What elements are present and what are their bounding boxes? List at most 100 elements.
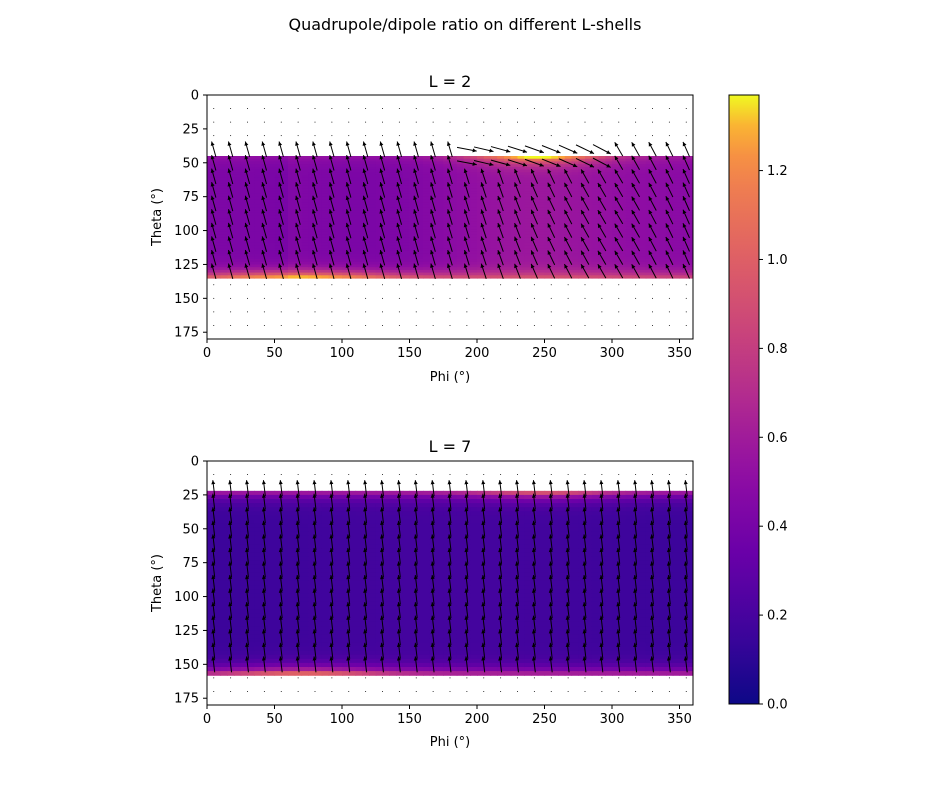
quiver-arrow (244, 168, 251, 185)
quiver-arrow (362, 222, 369, 239)
quiver-arrow (497, 195, 504, 212)
heatmap-cell (321, 156, 330, 160)
heatmap-cell (686, 193, 693, 198)
quiver-arrow (379, 249, 386, 266)
heatmap-cell (483, 191, 492, 195)
heatmap-cell (234, 527, 242, 533)
heatmap-cell (328, 185, 336, 190)
heatmap-cell (355, 191, 363, 195)
heatmap-cell (362, 560, 370, 566)
heatmap-cell (429, 231, 438, 236)
heatmap-cell (477, 177, 485, 181)
quiver-arrow (295, 222, 301, 239)
heatmap-cell (571, 226, 579, 230)
heatmap-cell (254, 204, 262, 209)
heatmap-cell (679, 218, 687, 222)
heatmap-cell (362, 259, 370, 263)
heatmap-cell (247, 646, 255, 652)
quiver-arrow (648, 141, 657, 157)
heatmap-cell (220, 527, 228, 533)
heatmap-cell (625, 185, 633, 190)
heatmap-cell (504, 196, 512, 200)
heatmap-cell (321, 253, 330, 257)
heatmap-cell (429, 158, 438, 163)
heatmap-cell (537, 242, 546, 247)
quiver-dot (263, 135, 265, 137)
heatmap-cell (294, 234, 303, 238)
heatmap-cell (497, 177, 505, 181)
heatmap-cell (328, 158, 336, 163)
heatmap-cell (342, 589, 350, 594)
heatmap-cell (254, 185, 262, 190)
heatmap-cell (315, 185, 323, 190)
heatmap-cell (240, 207, 249, 211)
heatmap-cell (308, 527, 316, 533)
heatmap-cell (375, 519, 384, 525)
heatmap-cell (477, 156, 485, 160)
heatmap-cell (436, 212, 444, 217)
heatmap-cell (639, 161, 647, 165)
heatmap-cell (537, 226, 546, 230)
heatmap-cell (342, 576, 350, 582)
heatmap-cell (254, 161, 262, 165)
heatmap-cell (308, 490, 316, 496)
heatmap-cell (294, 237, 303, 241)
heatmap-cell (679, 234, 687, 238)
heatmap-cell (213, 207, 222, 211)
heatmap-cell (551, 193, 559, 198)
heatmap-cell (585, 259, 593, 263)
heatmap-cell (234, 240, 242, 244)
heatmap-cell (348, 204, 357, 209)
heatmap-cell (240, 650, 249, 656)
heatmap-cell (517, 202, 525, 206)
heatmap-cell (369, 654, 377, 660)
heatmap-cell (308, 221, 316, 225)
heatmap-cell (396, 185, 404, 190)
heatmap-cell (348, 221, 357, 225)
heatmap-cell (301, 490, 309, 496)
heatmap-cell (220, 242, 228, 247)
heatmap-cell (409, 202, 417, 206)
heatmap-cell (234, 535, 242, 541)
heatmap-cell (220, 267, 228, 271)
quiver-arrow (446, 168, 453, 185)
heatmap-cell (456, 196, 465, 200)
heatmap-cell (578, 212, 586, 217)
quiver-arrow (558, 144, 578, 154)
heatmap-cell (396, 237, 404, 241)
heatmap-cell (220, 560, 228, 566)
heatmap-cell (558, 156, 566, 160)
heatmap-cell (288, 231, 296, 236)
heatmap-cell (470, 245, 478, 249)
heatmap-cell (375, 494, 384, 500)
heatmap-cell (639, 180, 647, 184)
heatmap-cell (632, 212, 640, 217)
quiver-dot (533, 324, 535, 326)
y-tick-label: 150 (174, 292, 199, 307)
heatmap-cell (639, 196, 647, 200)
heatmap-cell (267, 183, 276, 187)
heatmap-cell (618, 202, 627, 206)
heatmap-cell (220, 248, 228, 252)
heatmap-cell (470, 199, 478, 203)
heatmap-cell (301, 161, 309, 165)
quiver-arrow (507, 159, 528, 167)
heatmap-cell (483, 240, 492, 244)
heatmap-cell (207, 671, 215, 676)
heatmap-cell (618, 269, 627, 274)
heatmap-cell (639, 221, 647, 225)
heatmap-cell (375, 264, 384, 268)
heatmap-cell (389, 177, 397, 181)
heatmap-cell (450, 161, 458, 165)
heatmap-cell (477, 215, 485, 219)
heatmap-cell (294, 576, 303, 582)
heatmap-cell (510, 226, 519, 230)
quiver-arrow (396, 141, 403, 158)
heatmap-cell (450, 169, 458, 173)
heatmap-cell (645, 234, 654, 238)
heatmap-cell (335, 210, 343, 214)
heatmap-cell (227, 183, 235, 187)
heatmap-cell (537, 172, 546, 176)
heatmap-cell (375, 597, 384, 603)
